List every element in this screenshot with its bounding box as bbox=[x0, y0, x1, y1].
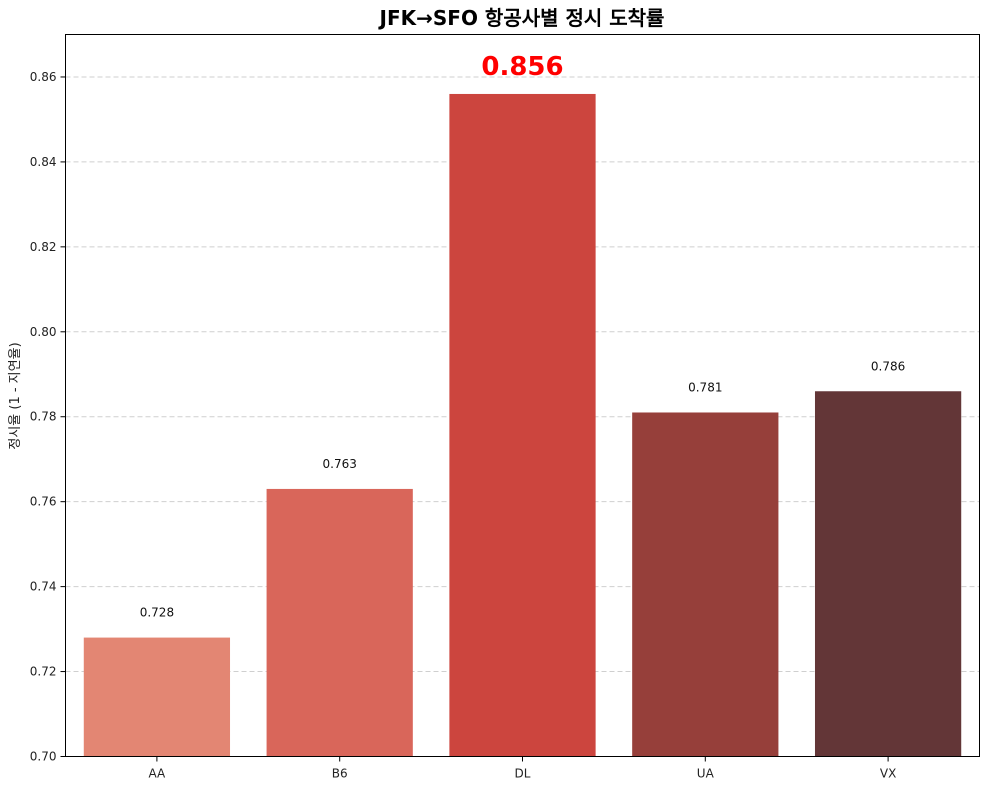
y-tick-label: 0.82 bbox=[30, 240, 57, 254]
value-label: 0.786 bbox=[871, 359, 905, 373]
y-tick-label: 0.72 bbox=[30, 665, 57, 679]
x-tick-label: UA bbox=[697, 767, 715, 781]
x-tick-label: B6 bbox=[332, 767, 348, 781]
bars bbox=[83, 93, 962, 757]
y-tick-label: 0.76 bbox=[30, 495, 57, 509]
value-label: 0.728 bbox=[140, 606, 174, 620]
y-tick-label: 0.70 bbox=[30, 750, 57, 764]
bar-vx bbox=[814, 391, 962, 757]
y-tick-label: 0.78 bbox=[30, 410, 57, 424]
chart-title: JFK→SFO 항공사별 정시 도착률 bbox=[378, 6, 665, 30]
value-labels: 0.728 0.763 0.856 0.781 0.786 bbox=[140, 52, 906, 620]
bar-ua bbox=[632, 412, 779, 757]
y-tick-label: 0.80 bbox=[30, 325, 57, 339]
bar-dl bbox=[449, 93, 596, 757]
x-tick-label: AA bbox=[149, 767, 167, 781]
bar-aa bbox=[83, 637, 231, 757]
y-tick-label: 0.74 bbox=[30, 580, 57, 594]
x-tick-label: VX bbox=[880, 767, 896, 781]
bar-b6 bbox=[266, 488, 413, 757]
value-label-highlight: 0.856 bbox=[481, 52, 563, 82]
y-axis-label: 정시율 (1 - 지연율) bbox=[8, 342, 23, 449]
value-label: 0.763 bbox=[323, 457, 357, 471]
value-label: 0.781 bbox=[688, 380, 722, 394]
y-tick-label: 0.86 bbox=[30, 70, 57, 84]
y-tick-label: 0.84 bbox=[30, 155, 57, 169]
y-axis-ticks: 0.70 0.72 0.74 0.76 0.78 0.80 0.82 0.84 0.86 bbox=[30, 70, 66, 764]
x-axis-ticks: AA B6 DL UA VX bbox=[149, 756, 896, 781]
x-tick-label: DL bbox=[515, 767, 531, 781]
